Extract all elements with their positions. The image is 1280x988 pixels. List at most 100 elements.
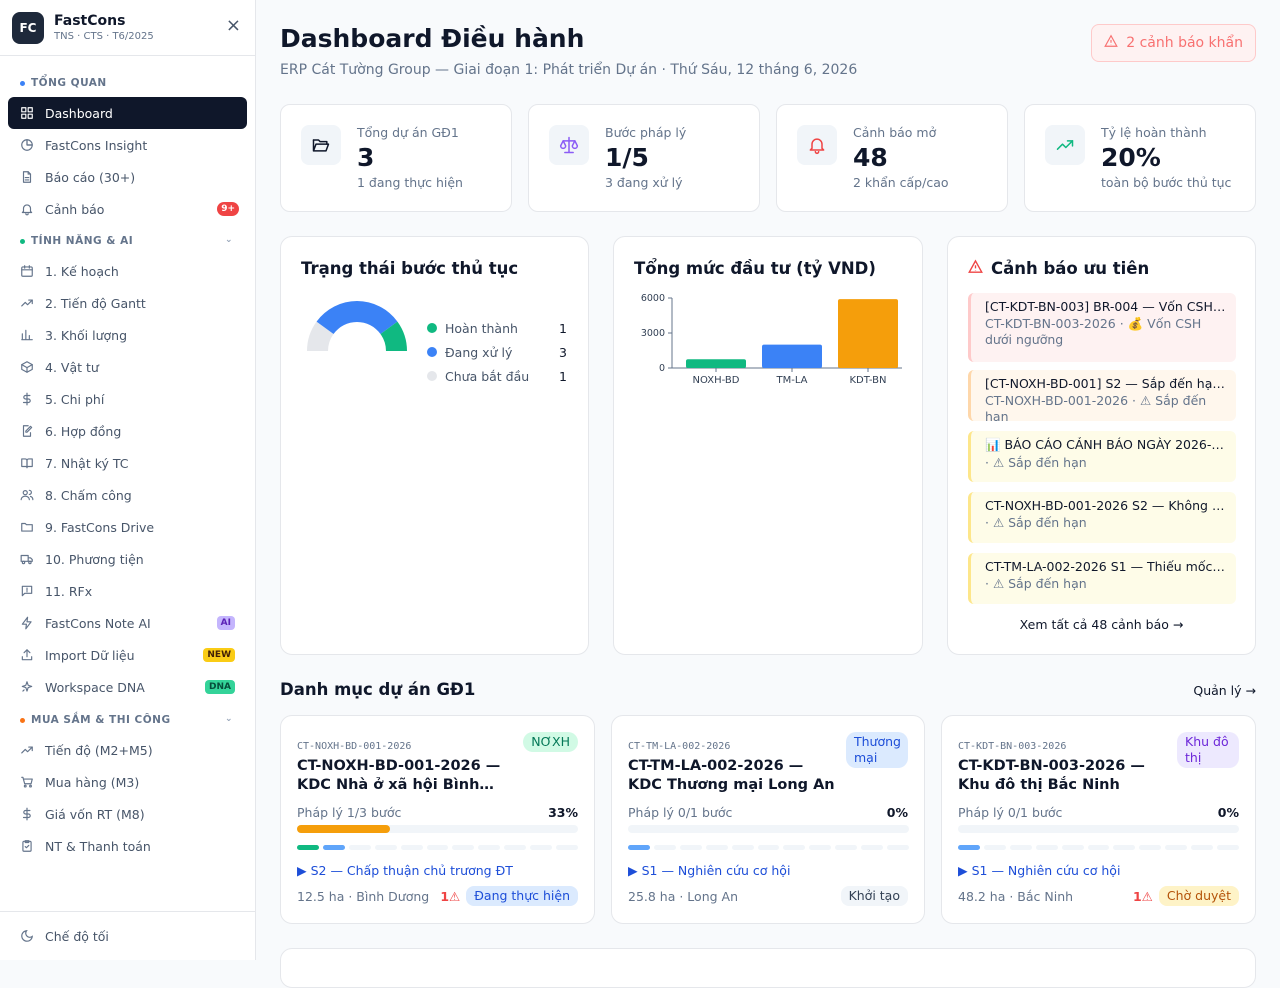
sidebar-item-label: Mua hàng (M3) <box>45 774 140 790</box>
sidebar-item-nt-thanh-to-n[interactable]: NT & Thanh toán <box>8 830 247 862</box>
project-area: 48.2 ha · Bắc Ninh <box>958 889 1074 904</box>
close-sidebar-button[interactable]: × <box>225 15 241 36</box>
status-badge: Đang thực hiện <box>466 886 578 906</box>
section-dot-icon <box>20 238 25 244</box>
current-step-link[interactable]: ▶ S1 — Nghiên cứu cơ hội <box>958 863 1121 878</box>
sidebar-item-4-v-t-t[interactable]: 4. Vật tư <box>8 351 247 383</box>
sidebar-item-3-kh-i-l-ng[interactable]: 3. Khối lượng <box>8 319 247 351</box>
step-segment <box>452 845 475 850</box>
bar-tm-la <box>762 344 822 368</box>
section-procurement[interactable]: MUA SẮM & THI CÔNG ⌄ <box>0 706 255 734</box>
sidebar-item-label: Dashboard <box>45 105 113 121</box>
step-segment <box>297 845 319 850</box>
step-segment <box>861 845 884 850</box>
sidebar-item-ti-n-m2-m5[interactable]: Tiến độ (M2+M5) <box>8 734 247 766</box>
alert-item[interactable]: CT-TM-LA-002-2026 S1 — Thiếu mốc hồ sơ · … <box>968 553 1236 604</box>
legend-dot-icon <box>427 347 437 357</box>
project-card[interactable]: CT-TM-LA-002-2026 CT-TM-LA-002-2026 — KDC… <box>611 715 925 924</box>
features-nav: 1. Kế hoạch 2. Tiến độ Gantt 3. Khối lượng… <box>0 255 255 703</box>
project-code: CT-NOXH-BD-001-2026 <box>297 741 412 752</box>
step-segment <box>628 845 650 850</box>
legend-label: Chưa bắt đầu <box>445 368 530 384</box>
sidebar-item-import-d-li-u[interactable]: Import Dữ liệu NEW <box>8 639 247 671</box>
zap-icon <box>20 616 34 630</box>
warning-icon <box>1104 34 1119 52</box>
upload-icon <box>20 648 34 662</box>
step-segment <box>556 845 578 850</box>
sidebar-item-workspace-dna[interactable]: Workspace DNA DNA <box>8 671 247 703</box>
alert-sub: CT-NOXH-BD-001-2026 · ⚠ Sắp đến hạn <box>985 393 1207 421</box>
sidebar-item-b-o-c-o-30[interactable]: Báo cáo (30+) <box>8 161 247 193</box>
nav-badge: NEW <box>203 648 235 662</box>
chevron-down-icon[interactable]: ⌄ <box>224 235 233 245</box>
manage-projects-link[interactable]: Quản lý → <box>1193 683 1256 698</box>
sidebar-item-7-nh-t-k-tc[interactable]: 7. Nhật ký TC <box>8 447 247 479</box>
sidebar-item-label: 9. FastCons Drive <box>45 519 155 535</box>
alert-item[interactable]: CT-NOXH-BD-001-2026 S2 — Không cập nhật ·… <box>968 492 1236 543</box>
sidebar-item-9-fastcons-drive[interactable]: 9. FastCons Drive <box>8 511 247 543</box>
y-tick-label: 3000 <box>641 328 665 339</box>
legend-dot-icon <box>427 323 437 333</box>
sidebar-item-1-k-ho-ch[interactable]: 1. Kế hoạch <box>8 255 247 287</box>
legal-progress-percent: 0% <box>1217 805 1239 820</box>
legend-label: Hoàn thành <box>445 320 518 336</box>
current-step-link[interactable]: ▶ S2 — Chấp thuận chủ trương ĐT <box>297 863 513 878</box>
sidebar-item-gi-v-n-rt-m8[interactable]: Giá vốn RT (M8) <box>8 798 247 830</box>
sidebar-item-dashboard[interactable]: Dashboard <box>8 97 247 129</box>
priority-alerts-card: Cảnh báo ưu tiên [CT-KDT-BN-003] BR-004 … <box>947 236 1256 655</box>
legend-item: Hoàn thành 1 <box>427 318 567 338</box>
alert-item[interactable]: [CT-KDT-BN-003] BR-004 — Vốn CSH chưa đạ… <box>968 293 1236 362</box>
project-name: CT-NOXH-BD-001-2026 — KDC Nhà ở xã hội B… <box>297 758 501 793</box>
sidebar-item-8-ch-m-c-ng[interactable]: 8. Chấm công <box>8 479 247 511</box>
sidebar-item-11-rfx[interactable]: 11. RFx <box>8 575 247 607</box>
sidebar-item-fastcons-insight[interactable]: FastCons Insight <box>8 129 247 161</box>
sidebar-item-10-ph-ng-ti-n[interactable]: 10. Phương tiện <box>8 543 247 575</box>
current-step-link[interactable]: ▶ S1 — Nghiên cứu cơ hội <box>628 863 791 878</box>
sidebar-item-label: FastCons Note AI <box>45 615 151 631</box>
brand-sub: TNS · CTS · T6/2025 <box>54 31 154 42</box>
alert-title: CT-NOXH-BD-001-2026 S2 — Không cập nhật <box>985 498 1226 513</box>
project-card[interactable]: CT-NOXH-BD-001-2026 CT-NOXH-BD-001-2026 —… <box>280 715 595 924</box>
dark-mode-label: Chế độ tối <box>45 928 109 944</box>
alert-title: 📊 BÁO CÁO CẢNH BÁO NGÀY 2026-06-12 <box>985 437 1226 452</box>
clipboard-icon <box>20 839 34 853</box>
dark-mode-toggle[interactable]: Chế độ tối <box>8 920 247 952</box>
legend-dot-icon <box>427 371 437 381</box>
brand-header: FC FastCons TNS · CTS · T6/2025 × <box>0 0 255 56</box>
legal-progress-label: Pháp lý 1/3 bước <box>297 805 402 820</box>
alert-sub: · ⚠ Sắp đến hạn <box>985 455 1087 470</box>
section-features[interactable]: TÍNH NĂNG & AI ⌄ <box>0 227 255 255</box>
file-icon <box>20 170 34 184</box>
status-badge: Chờ duyệt <box>1158 886 1239 906</box>
sidebar-item-mua-h-ng-m3[interactable]: Mua hàng (M3) <box>8 766 247 798</box>
project-name: CT-TM-LA-002-2026 — KDC Thương mại Long … <box>628 758 835 793</box>
step-segment <box>1087 845 1110 850</box>
step-segment <box>1035 845 1058 850</box>
alert-item[interactable]: 📊 BÁO CÁO CẢNH BÁO NGÀY 2026-06-12 · ⚠ Sắ… <box>968 431 1236 482</box>
sidebar-item-5-chi-ph[interactable]: 5. Chi phí <box>8 383 247 415</box>
urgent-alerts-label: 2 cảnh báo khẩn <box>1126 35 1243 51</box>
sidebar-item-fastcons-note-ai[interactable]: FastCons Note AI AI <box>8 607 247 639</box>
see-all-alerts-link[interactable]: Xem tất cả 48 cảnh báo → <box>1019 617 1184 632</box>
truck-icon <box>20 552 34 566</box>
alert-title: [CT-KDT-BN-003] BR-004 — Vốn CSH chưa đạ… <box>985 299 1226 314</box>
warning-count: 1⚠ <box>1132 888 1153 904</box>
x-tick-label: NOXH-BD <box>693 375 740 386</box>
step-segment <box>1191 845 1214 850</box>
alert-item[interactable]: [CT-NOXH-BD-001] S2 — Sắp đến hạn nộp hồ… <box>968 370 1236 421</box>
project-card[interactable]: CT-KDT-BN-003-2026 CT-KDT-BN-003-2026 — K… <box>941 715 1256 924</box>
kpi-label: Bước pháp lý <box>605 125 687 140</box>
sidebar-item-2-ti-n-gantt[interactable]: 2. Tiến độ Gantt <box>8 287 247 319</box>
step-segments <box>628 845 909 850</box>
pie-icon <box>20 138 34 152</box>
project-code: CT-KDT-BN-003-2026 <box>958 741 1067 752</box>
progress-fill <box>297 825 390 833</box>
donut-slice-0 <box>380 321 407 351</box>
urgent-alerts-button[interactable]: 2 cảnh báo khẩn <box>1091 24 1256 62</box>
brand-name: FastCons <box>54 13 126 29</box>
sidebar-item-6-h-p-ng[interactable]: 6. Hợp đồng <box>8 415 247 447</box>
section-dot-icon <box>20 717 25 723</box>
sidebar-item-c-nh-b-o[interactable]: Cảnh báo 9+ <box>8 193 247 225</box>
step-segment <box>887 845 909 850</box>
chevron-down-icon[interactable]: ⌄ <box>224 714 233 724</box>
